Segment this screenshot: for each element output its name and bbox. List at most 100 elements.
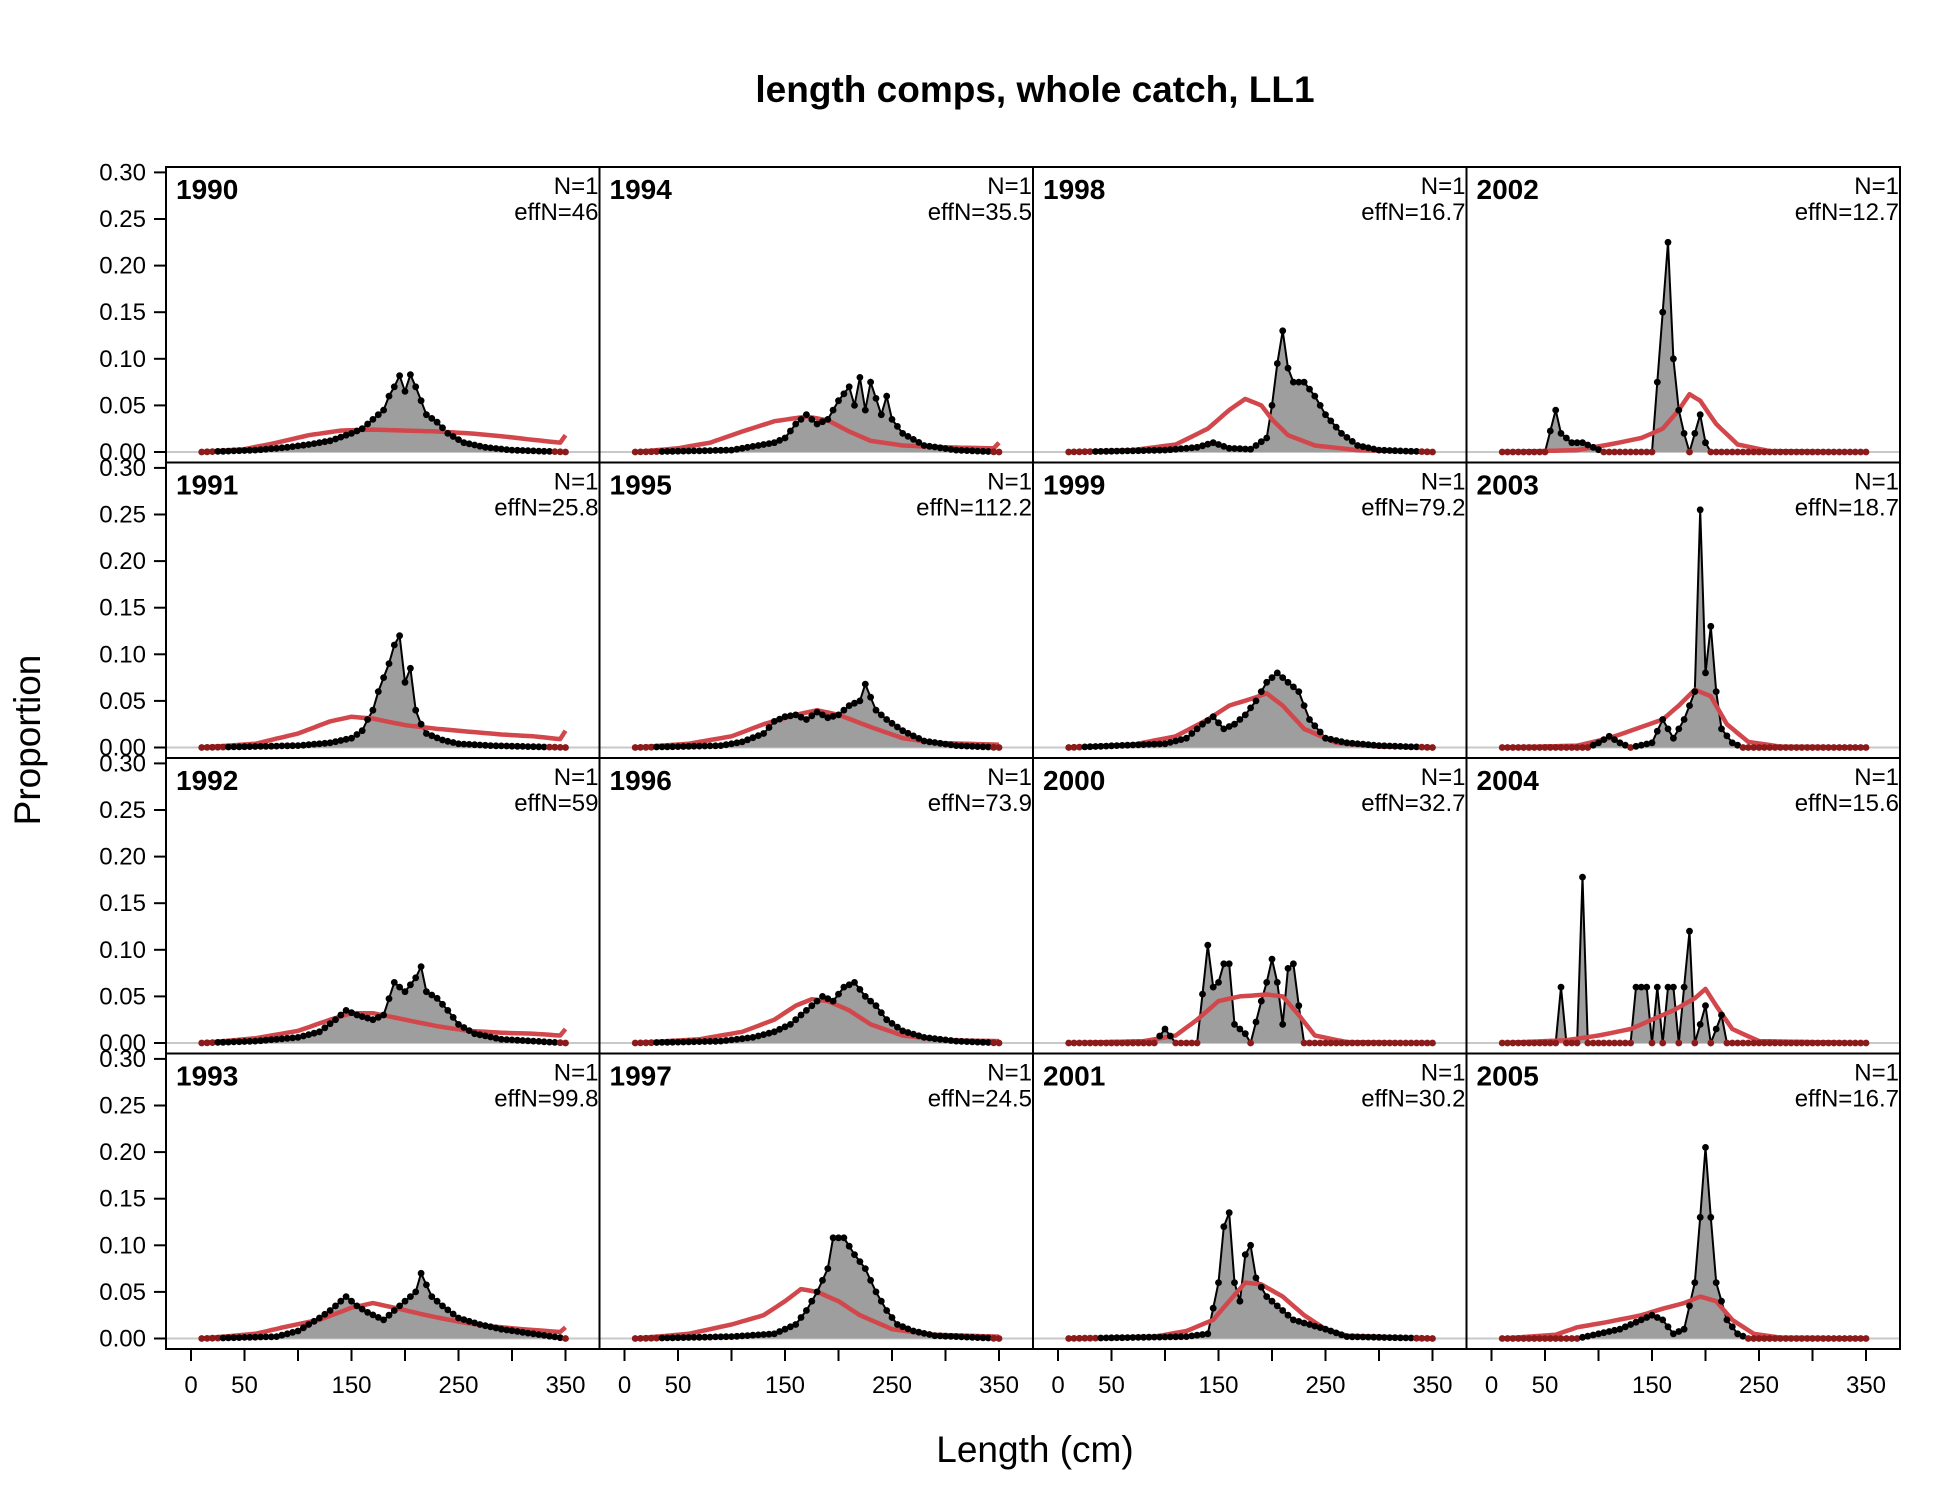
observed-point (1231, 720, 1238, 728)
observed-point (947, 446, 955, 453)
observed-point (1397, 447, 1404, 455)
observed-point (1659, 308, 1667, 316)
observed-point (1563, 744, 1570, 751)
observed-point (300, 1324, 307, 1332)
observed-point (744, 443, 751, 451)
panel-year-label: 1995 (610, 470, 672, 501)
observed-point (1846, 744, 1854, 751)
observed-point (1739, 744, 1747, 751)
observed-point (503, 446, 511, 453)
observed-point (503, 742, 511, 750)
observed-point (1070, 448, 1078, 456)
observed-point (1755, 1335, 1763, 1342)
observed-point (1327, 735, 1335, 743)
observed-point (1252, 442, 1260, 449)
observed-point (1563, 1335, 1570, 1342)
y-tick-label: 0.00 (99, 735, 146, 762)
x-tick-label: 250 (1305, 1372, 1345, 1399)
observed-point (1632, 742, 1640, 750)
observed-point (690, 447, 698, 455)
y-tick-label: 0.25 (99, 502, 146, 529)
observed-point (337, 1297, 345, 1305)
observed-point (1787, 744, 1795, 751)
observed-point (749, 734, 757, 742)
observed-point (1257, 1283, 1265, 1291)
observed-point (246, 1037, 254, 1045)
observed-point (1102, 1334, 1110, 1342)
observed-point (631, 1039, 639, 1047)
observed-point (1857, 448, 1865, 456)
observed-point (225, 1038, 232, 1046)
observed-point (829, 997, 837, 1005)
observed-point (497, 742, 505, 750)
observed-point (990, 1334, 998, 1342)
y-tick-label: 0.25 (99, 206, 146, 233)
observed-point (1247, 1241, 1254, 1249)
observed-point (872, 1002, 880, 1010)
observed-point (401, 1297, 409, 1305)
panel-year-label: 1996 (610, 765, 672, 796)
observed-area (201, 966, 566, 1043)
observed-point (974, 447, 981, 455)
y-tick-label: 0.05 (99, 392, 146, 419)
observed-point (1648, 739, 1656, 747)
observed-point (1734, 1330, 1741, 1338)
observed-point (936, 444, 944, 452)
observed-point (1616, 448, 1624, 456)
observed-point (851, 979, 858, 986)
observed-point (230, 447, 238, 455)
observed-point (856, 697, 864, 705)
observed-point (1129, 447, 1137, 455)
observed-point (1520, 1039, 1527, 1047)
observed-point (835, 711, 842, 719)
observed-point (995, 1039, 1003, 1047)
x-axis-label: Length (cm) (936, 1429, 1133, 1470)
observed-point (1632, 983, 1640, 991)
observed-point (1546, 1039, 1554, 1047)
observed-point (1108, 1334, 1115, 1342)
observed-point (717, 446, 725, 454)
observed-point (530, 447, 537, 455)
observed-point (487, 742, 494, 749)
observed-point (1696, 1021, 1704, 1028)
observed-point (1204, 717, 1212, 724)
observed-point (1108, 742, 1115, 750)
observed-point (423, 988, 430, 996)
observed-point (1108, 1039, 1115, 1047)
observed-point (257, 743, 264, 750)
observed-point (974, 743, 981, 750)
observed-point (910, 732, 917, 740)
observed-point (1525, 448, 1533, 456)
observed-point (455, 436, 462, 443)
panel-n-label: N=1 (554, 764, 599, 791)
observed-point (1568, 439, 1576, 447)
observed-point (1397, 743, 1404, 750)
observed-point (808, 416, 816, 423)
observed-point (1247, 445, 1254, 453)
observed-point (712, 742, 719, 750)
observed-point (1541, 744, 1549, 751)
observed-point (225, 447, 232, 455)
observed-point (792, 1321, 800, 1328)
observed-point (1798, 1039, 1806, 1047)
observed-point (1183, 734, 1190, 742)
observed-point (808, 1002, 816, 1010)
observed-point (1166, 739, 1174, 746)
observed-point (856, 1258, 864, 1265)
observed-point (497, 445, 505, 453)
observed-point (1338, 430, 1345, 437)
observed-point (647, 448, 655, 456)
observed-point (1605, 732, 1613, 740)
observed-point (374, 1014, 382, 1021)
observed-point (910, 436, 917, 443)
observed-point (278, 444, 286, 452)
observed-point (631, 448, 639, 456)
observed-point (471, 1319, 478, 1327)
observed-point (449, 433, 457, 440)
observed-point (733, 1035, 741, 1043)
observed-point (1199, 1331, 1206, 1338)
observed-point (926, 738, 933, 746)
observed-point (1814, 1335, 1822, 1342)
observed-point (519, 447, 527, 454)
observed-point (1712, 1279, 1720, 1286)
